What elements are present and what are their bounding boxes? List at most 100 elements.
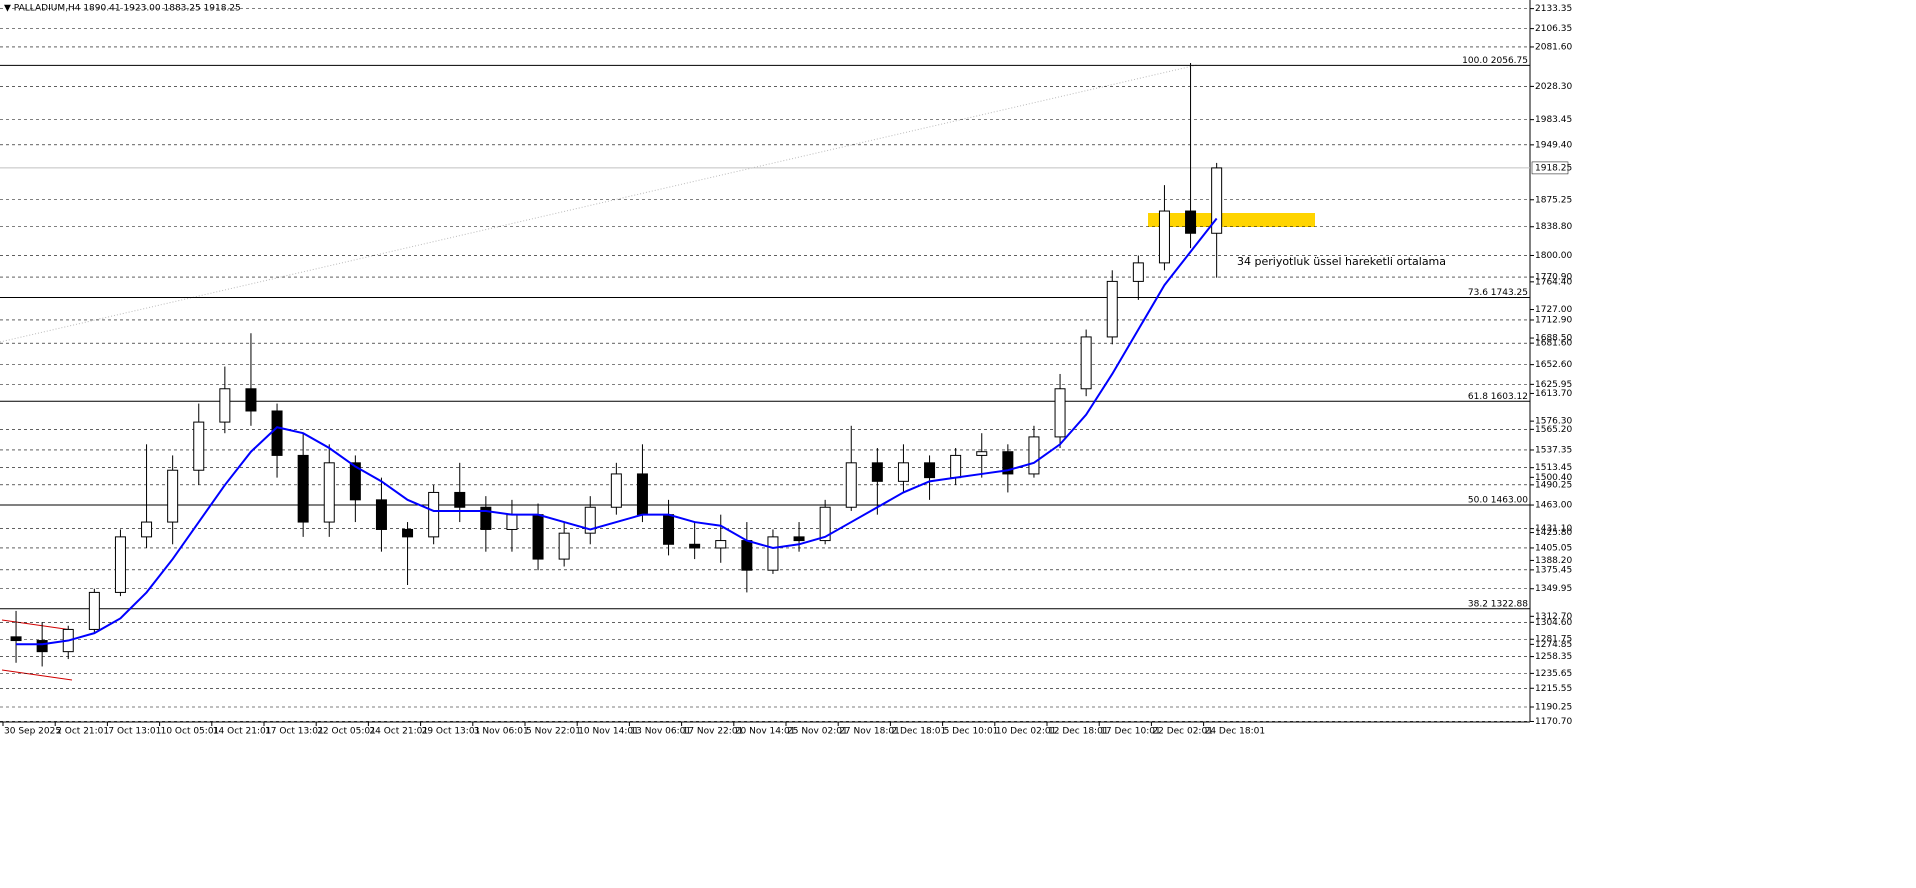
triangle-pattern [1, 619, 73, 681]
x-tick-label: 12 Dec 18:01 [1048, 727, 1109, 737]
price-label: 1688.50 [1535, 334, 1572, 344]
y-tick-label: 1190.25 [1535, 703, 1572, 713]
candle-body [1185, 210, 1197, 234]
y-tick-label: 1800.00 [1535, 251, 1572, 261]
candle-body [36, 640, 48, 653]
candle-body [558, 532, 570, 560]
y-tick-label: 1405.05 [1535, 543, 1572, 553]
price-label: 1312.70 [1535, 612, 1572, 622]
candle-body [715, 540, 727, 549]
x-tick-label: 17 Nov 22:01 [683, 727, 744, 737]
x-tick-label: 17 Dec 10:01 [1100, 727, 1161, 737]
x-tick-label: 25 Nov 02:01 [787, 727, 848, 737]
y-tick-label: 1281.75 [1535, 635, 1572, 645]
y-tick-label: 1712.90 [1535, 315, 1572, 325]
x-tick-label: 2 Oct 21:01 [56, 727, 109, 737]
fib-trend-line [0, 64, 1198, 343]
candle-body [950, 454, 962, 479]
x-tick-label: 17 Oct 13:01 [265, 727, 324, 737]
annotation: 34 periyotluk üssel hareketli ortalama [1237, 255, 1446, 268]
price-label: 1576.30 [1535, 417, 1572, 427]
y-tick-label: 1537.35 [1535, 445, 1572, 455]
x-tick-label: 27 Nov 18:01 [839, 727, 900, 737]
candle-body [663, 514, 675, 545]
x-tick-label: 22 Oct 05:01 [317, 727, 376, 737]
candle-body [689, 543, 701, 549]
candle-body [1054, 388, 1066, 438]
x-tick-label: 30 Sep 2025 [4, 727, 61, 737]
x-tick-label: 10 Dec 02:01 [996, 727, 1057, 737]
fib-label: 50.0 1463.00 [1468, 496, 1528, 506]
x-tick-label: 10 Oct 05:01 [161, 727, 220, 737]
price-label: 1463.00 [1535, 501, 1572, 511]
x-tick-label: 5 Nov 22:01 [526, 727, 581, 737]
candle-body [976, 451, 988, 456]
y-tick-label: 1304.60 [1535, 618, 1572, 628]
candle-body [193, 421, 205, 471]
y-tick-label: 1770.90 [1535, 273, 1572, 283]
y-tick-label: 1565.20 [1535, 425, 1572, 435]
y-tick-label: 2106.35 [1535, 24, 1572, 34]
candle-body [428, 491, 440, 538]
y-tick-label: 2081.60 [1535, 42, 1572, 52]
candle-body [141, 521, 153, 538]
x-tick-label: 22 Dec 02:01 [1152, 727, 1213, 737]
candle-body [845, 462, 857, 508]
candle-body [114, 536, 126, 593]
candle-body [323, 462, 335, 523]
candle-body [245, 388, 257, 412]
price-label: 1613.70 [1535, 389, 1572, 399]
candle-body [88, 591, 100, 630]
candle-body [897, 462, 909, 482]
fib-label: 38.2 1322.88 [1468, 599, 1528, 609]
y-tick-label: 1258.35 [1535, 652, 1572, 662]
candle-body [1080, 336, 1092, 390]
x-tick-label: 24 Oct 21:01 [369, 727, 428, 737]
candle-body [10, 636, 22, 642]
y-tick-label: 1625.95 [1535, 380, 1572, 390]
candle-body [1002, 451, 1014, 475]
last-price-box [1531, 161, 1569, 175]
y-tick-label: 1490.25 [1535, 480, 1572, 490]
y-tick-label: 1349.95 [1535, 584, 1572, 594]
x-tick-label: 3 Nov 06:01 [474, 727, 529, 737]
candle-body [219, 388, 231, 423]
y-tick-label: 2028.30 [1535, 82, 1572, 92]
price-label: 1764.40 [1535, 277, 1572, 287]
y-tick-label: 2133.35 [1535, 4, 1572, 14]
candle-body [271, 410, 283, 456]
candle-body [506, 514, 518, 530]
y-tick-label: 1838.80 [1535, 222, 1572, 232]
y-tick-label: 1949.40 [1535, 140, 1572, 150]
candle-body [1158, 210, 1170, 264]
price-label: 1500.40 [1535, 473, 1572, 483]
candle-body [480, 506, 492, 530]
candle-body [610, 473, 622, 508]
y-tick-label: 1652.60 [1535, 360, 1572, 370]
x-tick-label: 7 Oct 13:01 [108, 727, 161, 737]
x-tick-label: 13 Nov 06:01 [630, 727, 691, 737]
x-tick-label: 5 Dec 10:01 [944, 727, 999, 737]
x-tick-label: 20 Nov 14:01 [735, 727, 796, 737]
candle-body [924, 462, 936, 479]
y-tick-label: 1875.25 [1535, 195, 1572, 205]
candle-body [1211, 167, 1223, 234]
support-zone [1148, 213, 1315, 227]
candle-body [1106, 280, 1118, 338]
y-tick-label: 1681.60 [1535, 339, 1572, 349]
candle-body [636, 473, 648, 516]
last-price-label: 1918.25 [1535, 163, 1572, 173]
candle-body [584, 506, 596, 534]
y-tick-label: 1235.65 [1535, 669, 1572, 679]
ema-line [16, 217, 1218, 646]
x-tick-label: 29 Oct 13:01 [422, 727, 481, 737]
y-tick-label: 1375.45 [1535, 565, 1572, 575]
candle-body [767, 536, 779, 571]
candle-body [532, 514, 544, 560]
candle-body [454, 491, 466, 508]
x-tick-label: 2 Dec 18:01 [891, 727, 946, 737]
y-tick-label: 1983.45 [1535, 115, 1572, 125]
candle-body [1132, 262, 1144, 282]
